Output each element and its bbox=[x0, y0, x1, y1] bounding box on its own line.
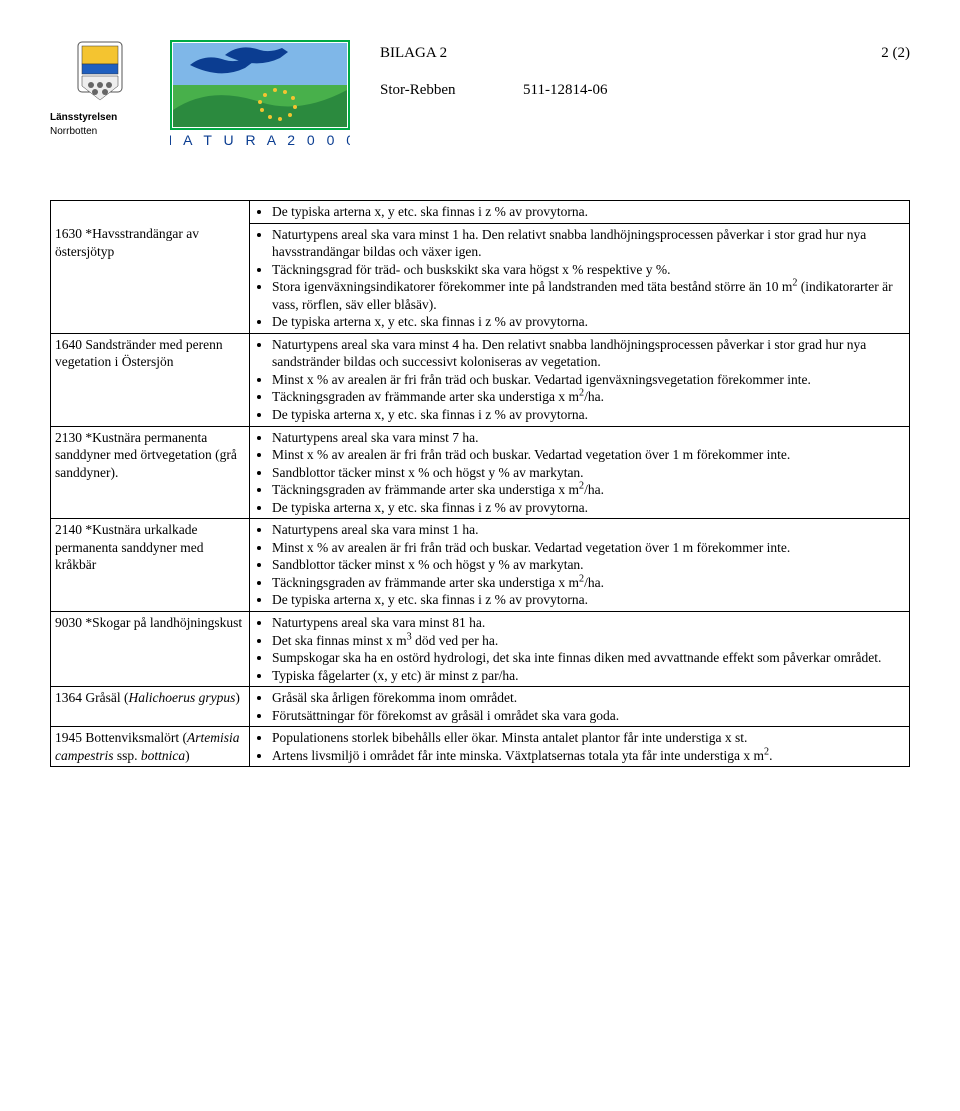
bullet-item: Det ska finnas minst x m3 död ved per ha… bbox=[272, 632, 905, 650]
table-row-right: Naturtypens areal ska vara minst 1 ha. D… bbox=[250, 223, 910, 333]
bullet-item: Gråsäl ska årligen förekomma inom område… bbox=[272, 689, 905, 707]
site-code: 511-12814-06 bbox=[523, 82, 607, 98]
natura-label: N A T U R A 2 0 0 0 bbox=[170, 132, 350, 148]
table-row-left: 1364 Gråsäl (Halichoerus grypus) bbox=[51, 687, 250, 727]
page-number: 2 (2) bbox=[881, 45, 910, 99]
bullet-item: Täckningsgraden av främmande arter ska u… bbox=[272, 574, 905, 592]
bullet-item: Minst x % av arealen är fri från träd oc… bbox=[272, 446, 905, 464]
bullet-item: Artens livsmiljö i området får inte mins… bbox=[272, 747, 905, 765]
table-row-left: 1640 Sandstränder med perenn vegetation … bbox=[51, 333, 250, 426]
table-row-right: Naturtypens areal ska vara minst 4 ha. D… bbox=[250, 333, 910, 426]
table-row-right: De typiska arterna x, y etc. ska finnas … bbox=[250, 201, 910, 224]
header-text-block: BILAGA 2 Stor-Rebben 511-12814-06 2 (2) bbox=[380, 40, 910, 99]
lans-line1: Länsstyrelsen bbox=[50, 112, 117, 123]
bullet-item: De typiska arterna x, y etc. ska finnas … bbox=[272, 313, 905, 331]
table-row-left: 1630 *Havsstrandängar av östersjötyp bbox=[51, 223, 250, 333]
page-header: Länsstyrelsen Norrbotten N A T U R A 2 0… bbox=[50, 40, 910, 165]
table-row-left bbox=[51, 201, 250, 224]
bilaga-label: BILAGA 2 bbox=[380, 45, 607, 62]
table-row-left: 1945 Bottenviksmalört (Artemisia campest… bbox=[51, 727, 250, 767]
natura2000-logo: N A T U R A 2 0 0 0 bbox=[170, 40, 350, 155]
bullet-item: Naturtypens areal ska vara minst 4 ha. D… bbox=[272, 336, 905, 371]
site-name: Stor-Rebben bbox=[380, 82, 456, 98]
lansstyrelsen-logo: Länsstyrelsen Norrbotten bbox=[50, 40, 150, 165]
table-row-right: Gråsäl ska årligen förekomma inom område… bbox=[250, 687, 910, 727]
table-row-left: 2130 *Kustnära permanenta sanddyner med … bbox=[51, 426, 250, 519]
bullet-item: De typiska arterna x, y etc. ska finnas … bbox=[272, 499, 905, 517]
table-row-right: Naturtypens areal ska vara minst 81 ha.D… bbox=[250, 612, 910, 687]
bullet-item: De typiska arterna x, y etc. ska finnas … bbox=[272, 203, 905, 221]
bullet-item: Sumpskogar ska ha en ostörd hydrologi, d… bbox=[272, 649, 905, 667]
bullet-item: Naturtypens areal ska vara minst 81 ha. bbox=[272, 614, 905, 632]
bullet-item: Minst x % av arealen är fri från träd oc… bbox=[272, 539, 905, 557]
bullet-item: Populationens storlek bibehålls eller ök… bbox=[272, 729, 905, 747]
bullet-item: Förutsättningar för förekomst av gråsäl … bbox=[272, 707, 905, 725]
bullet-item: De typiska arterna x, y etc. ska finnas … bbox=[272, 406, 905, 424]
table-row-right: Naturtypens areal ska vara minst 7 ha.Mi… bbox=[250, 426, 910, 519]
bullet-item: Minst x % av arealen är fri från träd oc… bbox=[272, 371, 905, 389]
bullet-item: Sandblottor täcker minst x % och högst y… bbox=[272, 556, 905, 574]
bullet-item: Sandblottor täcker minst x % och högst y… bbox=[272, 464, 905, 482]
table-row-right: Populationens storlek bibehålls eller ök… bbox=[250, 727, 910, 767]
bullet-item: Naturtypens areal ska vara minst 1 ha. bbox=[272, 521, 905, 539]
table-row-right: Naturtypens areal ska vara minst 1 ha.Mi… bbox=[250, 519, 910, 612]
table-row-left: 2140 *Kustnära urkalkade permanenta sand… bbox=[51, 519, 250, 612]
bullet-item: Täckningsgraden av främmande arter ska u… bbox=[272, 388, 905, 406]
table-row-left: 9030 *Skogar på landhöjningskust bbox=[51, 612, 250, 687]
lans-line2: Norrbotten bbox=[50, 126, 97, 137]
bullet-item: Naturtypens areal ska vara minst 1 ha. D… bbox=[272, 226, 905, 261]
bullet-item: Naturtypens areal ska vara minst 7 ha. bbox=[272, 429, 905, 447]
bullet-item: Stora igenväxningsindikatorer förekommer… bbox=[272, 278, 905, 313]
bullet-item: Typiska fågelarter (x, y etc) är minst z… bbox=[272, 667, 905, 685]
bullet-item: De typiska arterna x, y etc. ska finnas … bbox=[272, 591, 905, 609]
bullet-item: Täckningsgrad för träd- och buskskikt sk… bbox=[272, 261, 905, 279]
content-table: De typiska arterna x, y etc. ska finnas … bbox=[50, 200, 910, 767]
bullet-item: Täckningsgraden av främmande arter ska u… bbox=[272, 481, 905, 499]
